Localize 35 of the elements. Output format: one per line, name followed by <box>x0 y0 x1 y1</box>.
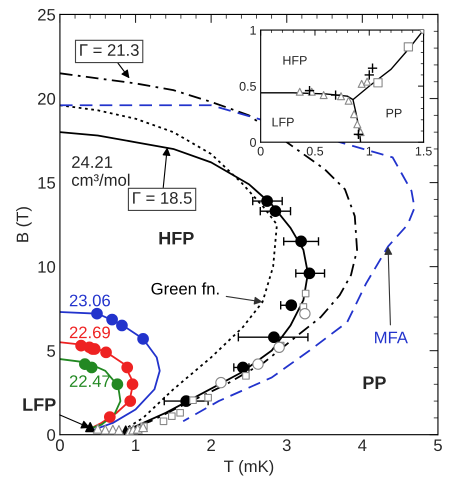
x-tick-label: 1.5 <box>416 146 432 156</box>
x-tick-label: 1 <box>132 439 140 451</box>
y-tick-label: 5 <box>47 345 56 357</box>
series-label: 22.69 <box>70 326 110 338</box>
annotation: Γ = 21.3 <box>80 44 139 56</box>
annotation: 24.21 cm³/mol <box>72 156 130 186</box>
y-axis-title: B (T) <box>16 207 32 242</box>
text: Green fn. <box>151 282 219 295</box>
annotation: PP <box>364 376 386 389</box>
annotation: LFP <box>272 118 294 126</box>
x-tick-label: 0.5 <box>306 146 324 156</box>
y-tick-label: 1 <box>250 26 256 35</box>
x-tick-label: 5 <box>434 439 442 452</box>
annotation: LFP <box>23 398 56 411</box>
y-tick-label: 15 <box>38 177 56 189</box>
series-label: MFA <box>375 332 408 344</box>
x-tick-label: 0 <box>258 146 264 156</box>
y-tick-label: 25 <box>38 8 56 21</box>
y-tick-label: 20 <box>38 92 56 105</box>
x-tick-label: 4 <box>358 439 366 451</box>
y-tick-label: 0 <box>250 138 256 147</box>
series-label: 22.47 <box>70 375 110 387</box>
y-tick-label: 0 <box>47 429 56 441</box>
annotation: HFP <box>159 232 194 244</box>
annotation: HFP <box>283 56 307 65</box>
series-label: 23.06 <box>70 294 110 306</box>
x-axis-title: T (mK) <box>224 460 274 476</box>
x-tick-label: 2 <box>207 439 215 451</box>
y-tick-label: 0.5 <box>240 82 256 91</box>
annotation: Γ = 18.5 <box>133 192 192 204</box>
annotation: PP <box>386 108 402 118</box>
x-tick-label: 3 <box>282 439 291 452</box>
y-tick-label: 10 <box>38 261 56 273</box>
x-tick-label: 0 <box>56 439 64 452</box>
x-tick-label: 1 <box>366 146 372 156</box>
